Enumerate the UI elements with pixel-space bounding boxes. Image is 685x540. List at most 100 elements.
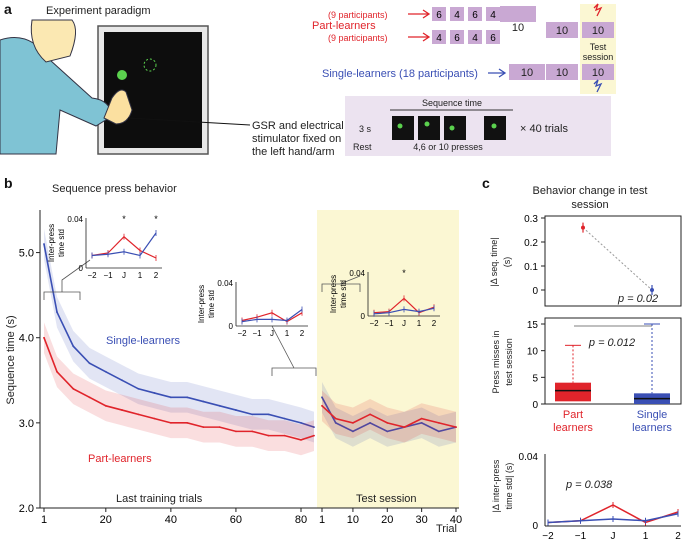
presses-label: 4,6 or 10 presses <box>413 142 483 152</box>
participant-illustration <box>0 19 251 155</box>
data-point <box>137 413 140 416</box>
data-point <box>386 430 389 433</box>
data-point <box>153 392 156 394</box>
y-tick-label: 2.0 <box>19 503 34 515</box>
schedule-block-label: 6 <box>454 33 460 44</box>
schedule-block <box>468 30 482 44</box>
c-single-label-2: learners <box>632 422 672 434</box>
sequence-time-label: Sequence time <box>422 98 482 108</box>
data-point <box>300 438 302 441</box>
inset-x-tick: 1 <box>138 271 143 280</box>
inset-y-zero: 0 <box>361 312 366 321</box>
row-ten-3: 10 <box>592 25 604 37</box>
inset-plot-1: 0.04 0 Inter-press time std −2 −1 J 1 2 * * <box>47 214 162 280</box>
c-top-y-tick: 0.1 <box>524 262 538 273</box>
panel-c-title-2: session <box>571 199 608 211</box>
inset-y-top: 0.04 <box>217 279 233 288</box>
x-tick-label: 80 <box>295 514 307 526</box>
data-point <box>121 409 123 411</box>
single-learners-label: Single-learners (18 participants) <box>322 68 478 80</box>
green-target-icon <box>117 70 127 80</box>
c-mid-y-tick: 15 <box>527 320 539 331</box>
panel-b-xlabel: Trial <box>436 523 457 535</box>
single-ten-3: 10 <box>592 67 604 79</box>
data-point <box>186 421 189 424</box>
data-point <box>352 430 354 433</box>
data-point <box>121 379 123 382</box>
c-bot-x-tick: −2 <box>542 531 554 540</box>
part-schedule-row2: 4 6 4 6 <box>432 30 500 44</box>
panel-b-series <box>43 228 457 456</box>
c-mid-box <box>555 382 591 402</box>
participants-a: (9 participants) <box>328 10 388 20</box>
inset-ylabel-1: Inter-press <box>47 224 56 262</box>
inset-ylabel-2: time std <box>207 290 216 318</box>
test-session-label-1: Test <box>590 42 607 52</box>
shock-blue-icon <box>593 79 603 93</box>
schedule-block <box>486 30 500 44</box>
hand-icon <box>103 89 133 125</box>
c-bot-p-value: p = 0.038 <box>565 479 613 491</box>
c-top-y-tick: 0.2 <box>524 238 538 249</box>
inset-x-tick: J <box>402 319 406 328</box>
data-point <box>251 430 254 433</box>
schedule-block-label: 6 <box>490 33 496 44</box>
data-point <box>321 404 323 407</box>
panel-b-x-axis: 1 20 40 60 80 1 10 20 30 40 <box>41 508 462 526</box>
data-point <box>104 404 107 407</box>
data-point <box>88 362 91 365</box>
inset-y-zero: 0 <box>79 264 84 273</box>
panel-c-top-frame <box>544 215 682 307</box>
equipment-note-3: the left hand/arm <box>252 146 335 158</box>
target-outline-icon <box>143 58 157 72</box>
c-bot-y-top: 0.04 <box>519 452 539 463</box>
participants-b: (9 participants) <box>328 33 388 43</box>
last-training-label: Last training trials <box>116 493 203 505</box>
inset-plot-3: 0.04 0 Inter-press time std −2 −1 J 1 2 * <box>329 268 440 328</box>
panel-a-title: Experiment paradigm <box>46 5 151 17</box>
c-mid-y-tick: 5 <box>532 373 538 384</box>
panel-c-top-plot: 0 0.1 0.2 0.3 <box>524 214 654 297</box>
test-session-shading <box>317 210 459 508</box>
panel-c-mid-plot: 0 5 10 15 <box>527 320 670 411</box>
single-learners-legend: Single-learners <box>106 335 180 347</box>
panel-c-bottom-plot: 0.04 0 −2 −1 J 1 2 <box>519 452 682 540</box>
data-point <box>137 387 140 390</box>
data-point <box>369 421 372 424</box>
inset-ylabel-1: Inter-press <box>197 285 206 323</box>
x-tick-label: 1 <box>319 514 325 526</box>
data-point <box>313 426 315 429</box>
c-top-point <box>650 288 654 292</box>
significance-star: * <box>154 214 158 224</box>
data-point <box>369 413 372 416</box>
schedule-block-label: 6 <box>436 10 442 21</box>
data-point <box>321 396 323 399</box>
schedule-block-label: 4 <box>490 10 496 21</box>
c-mid-y-tick: 10 <box>527 347 539 358</box>
x-tick-label: 40 <box>450 514 462 526</box>
inset-ylabel-1: Inter-press <box>329 275 338 313</box>
x-tick-label: 60 <box>230 514 242 526</box>
inset-ylabel-2: time std <box>57 229 66 257</box>
inset-x-tick: −2 <box>369 319 379 328</box>
c-bot-x-tick: J <box>611 531 616 540</box>
data-point <box>455 426 457 429</box>
data-point <box>169 396 172 399</box>
c-top-y-tick: 0.3 <box>524 214 538 225</box>
panel-c-title-1: Behavior change in test <box>533 185 648 197</box>
rest-label: Rest <box>353 142 372 152</box>
x-tick-label: 30 <box>416 514 428 526</box>
schedule-block <box>450 7 464 21</box>
data-point <box>437 430 440 433</box>
c-top-ylabel-1: |Δ seq. time| <box>489 237 499 286</box>
data-point <box>267 434 270 437</box>
inset-y-top: 0.04 <box>349 269 365 278</box>
data-point <box>352 421 354 424</box>
x-tick-label: 20 <box>381 514 393 526</box>
panel-b-y-axis: 2.0 3.0 4.0 5.0 <box>19 248 40 515</box>
inset-x-tick: 1 <box>285 329 290 338</box>
schedule-block <box>432 7 446 21</box>
data-point <box>56 311 58 314</box>
c-mid-ylabel-1: Press misses in <box>491 330 501 393</box>
inset-x-tick: −1 <box>252 329 262 338</box>
